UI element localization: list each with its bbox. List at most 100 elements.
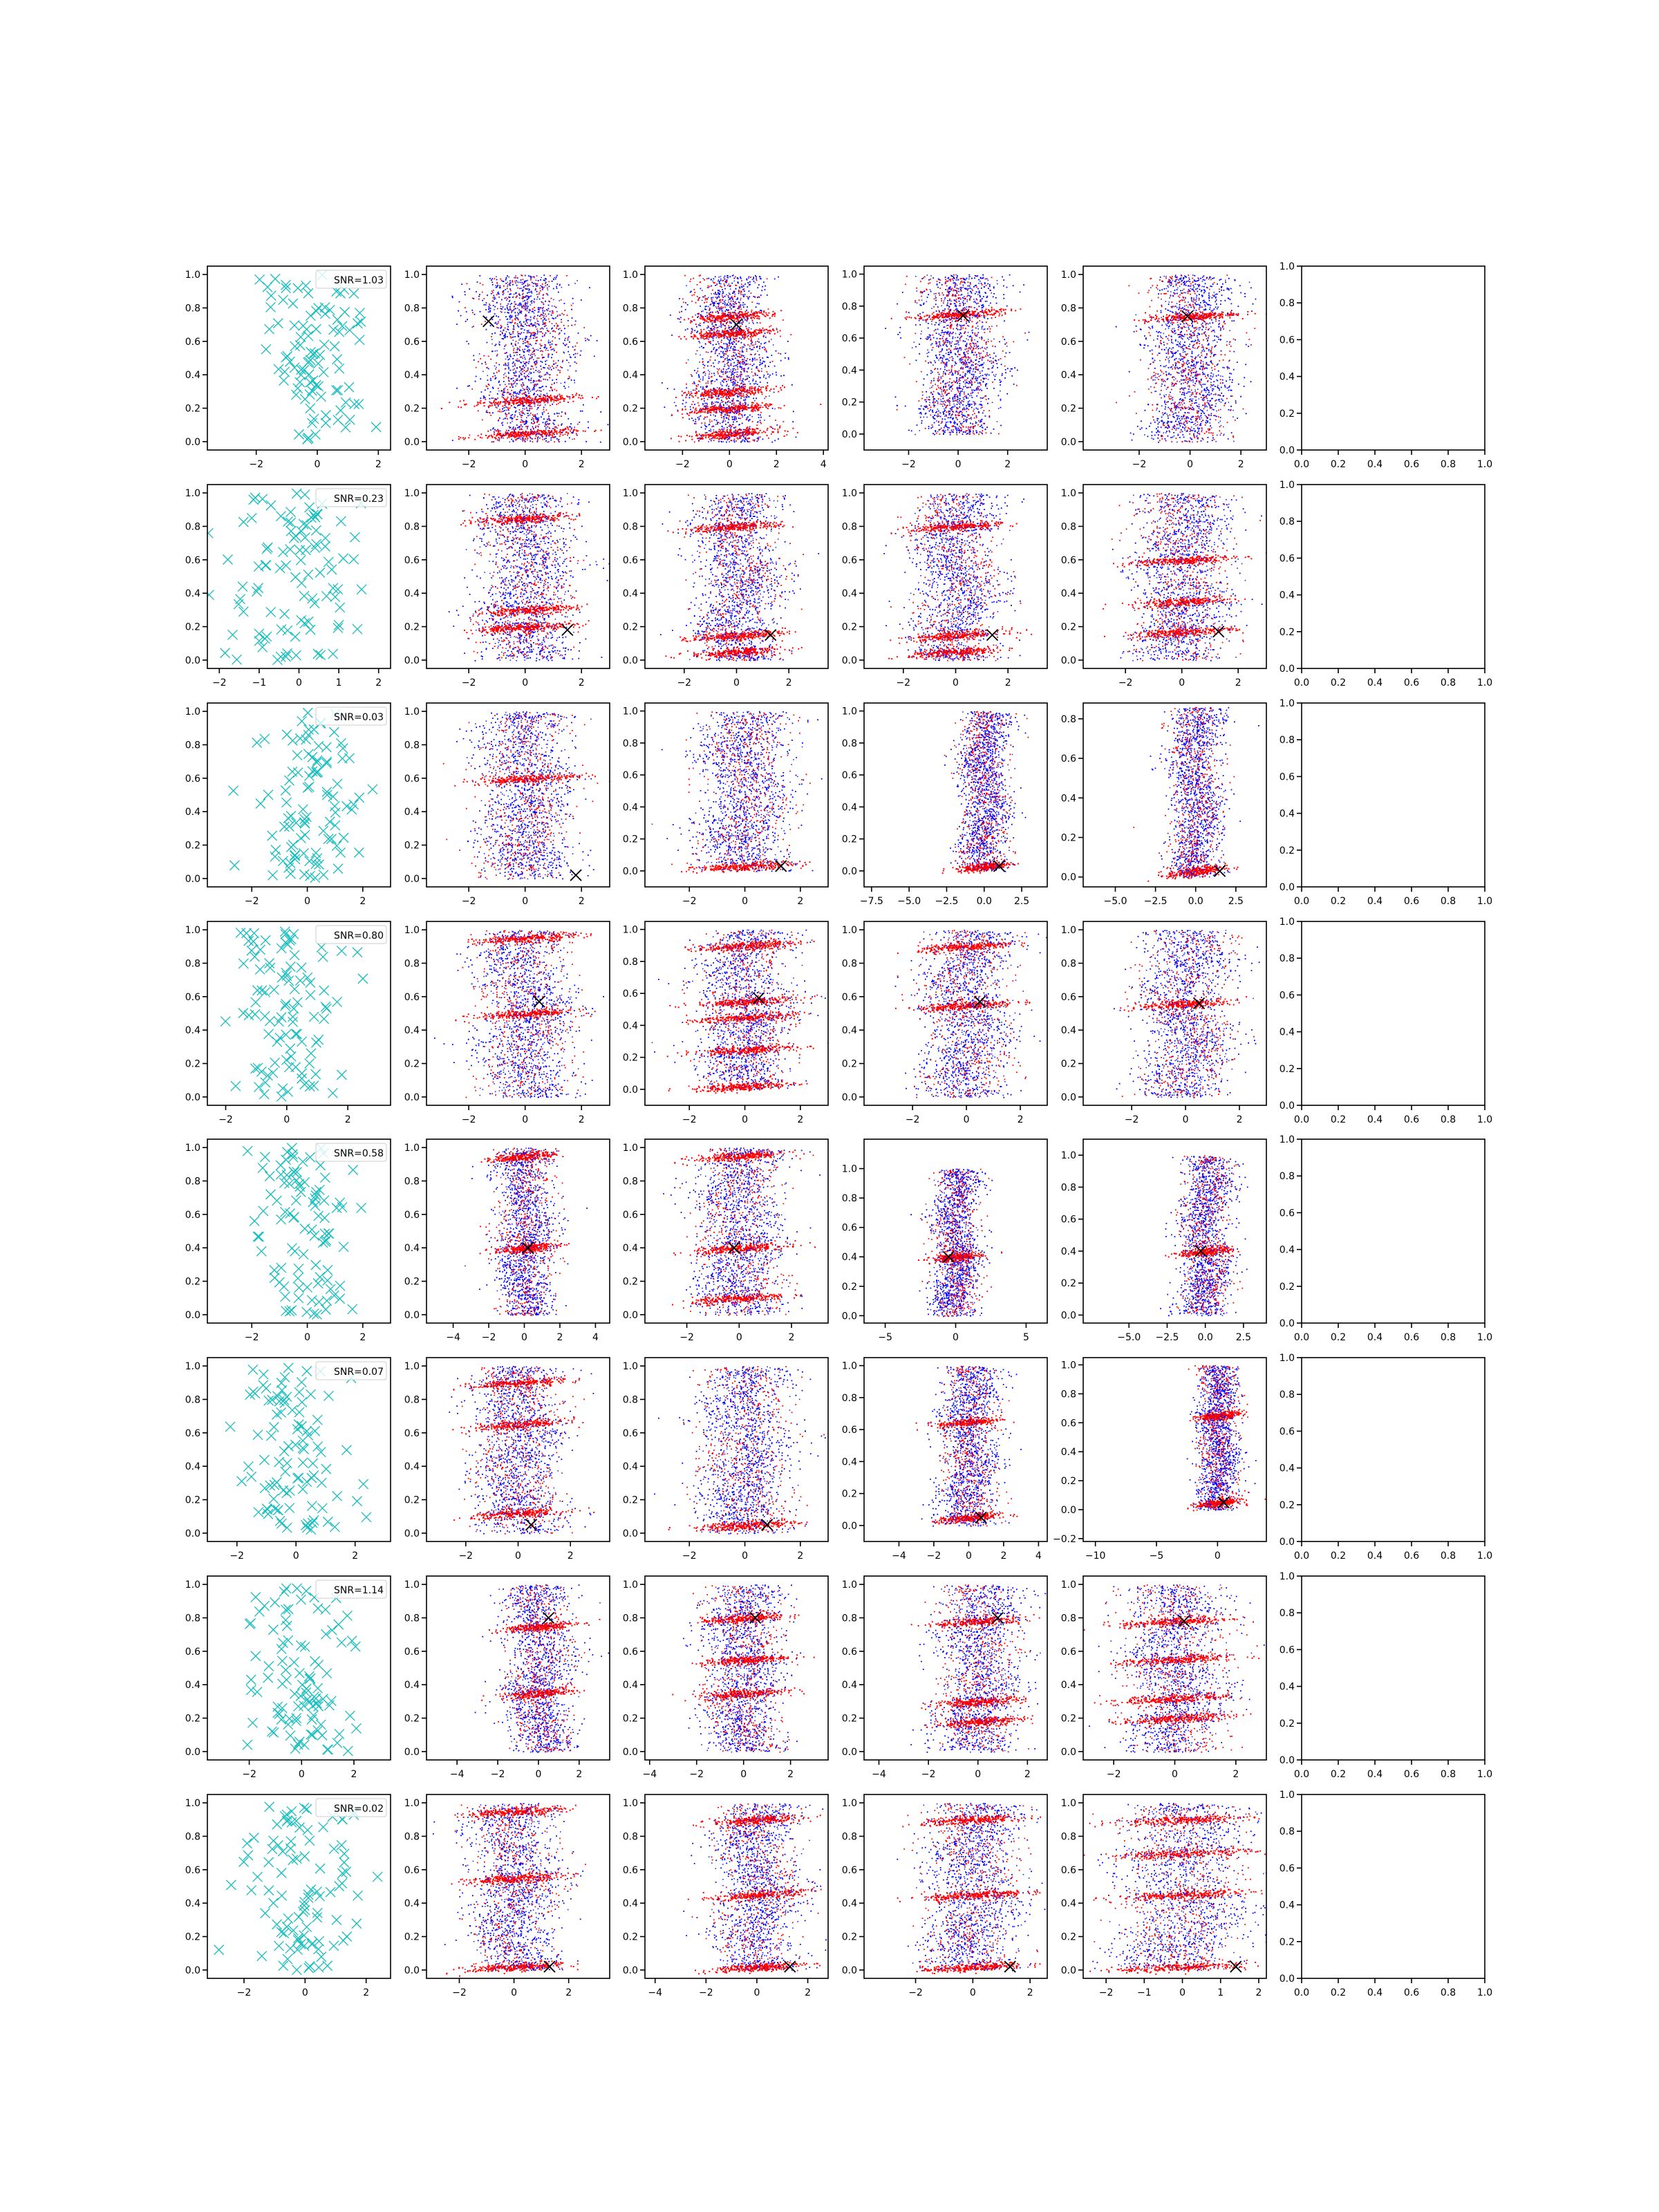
x-tick-label: 1.0	[1477, 677, 1492, 688]
x-tick-label: −2	[458, 1550, 473, 1562]
x-tick-label: 0	[970, 1987, 976, 1998]
posterior-scatter-panel: −2 0 2 0.0 0.2 0.4 0.6 0.8 1.0	[623, 484, 829, 688]
data-point	[252, 1430, 263, 1441]
y-tick-label: 0.8	[185, 521, 200, 532]
data-point	[292, 1935, 303, 1946]
data-point	[256, 1246, 267, 1257]
x-tick-label: 0	[521, 1332, 527, 1343]
axes-frame	[1082, 1575, 1267, 1761]
true-value-marker	[784, 1960, 796, 1973]
x-tick-label: 2	[1238, 459, 1244, 470]
y-tick-label: 0.4	[1061, 1680, 1076, 1691]
data-point	[350, 1723, 362, 1734]
y-tick-label: 0.6	[842, 1865, 857, 1876]
scatter-marks	[207, 488, 367, 666]
y-tick-label: 0.2	[404, 1277, 420, 1288]
data-point	[293, 1701, 304, 1712]
x-tick-label: 0.2	[1331, 677, 1346, 688]
y-tick-label: 0.0	[842, 1521, 857, 1532]
scatter-marks	[440, 274, 609, 443]
y-tick-label: 0.2	[623, 834, 638, 845]
y-tick-label: 1.0	[842, 270, 857, 281]
data-point	[340, 422, 351, 433]
x-tick-label: −2	[921, 1769, 936, 1780]
data-point	[311, 306, 321, 317]
data-point	[293, 1293, 304, 1304]
y-tick-label: 0.6	[404, 992, 420, 1003]
x-tick-label: −5.0	[1103, 896, 1127, 907]
data-point	[294, 1822, 305, 1833]
panel-grid: −2 0 2 0.0 0.2 0.4 0.6 0.8 1.0 SNR=1.03 −2 0 2 0.0 0.2…	[185, 261, 1492, 1998]
y-tick-label: 0.2	[185, 1932, 200, 1943]
y-tick-label: 0.4	[623, 1680, 638, 1691]
true-value-marker	[1217, 1496, 1230, 1509]
y-tick-label: 1.0	[185, 488, 200, 499]
y-tick-label: 1.0	[1280, 1571, 1295, 1582]
y-tick-label: 0.8	[623, 303, 638, 314]
y-tick-label: 0.4	[404, 807, 420, 818]
y-tick-label: 0.4	[1061, 1025, 1076, 1036]
data-point	[301, 1282, 312, 1293]
data-point	[283, 1719, 294, 1730]
y-tick-label: 0.2	[842, 622, 857, 633]
data-point	[275, 651, 286, 662]
data-point	[220, 1016, 231, 1027]
x-tick-label: −2	[229, 1550, 244, 1562]
data-point	[214, 1944, 225, 1956]
red-points	[1133, 706, 1239, 882]
y-tick-label: 0.6	[623, 337, 638, 348]
data-point	[252, 1062, 263, 1074]
data-point	[259, 1089, 270, 1100]
data-point	[317, 951, 328, 962]
axes-frame	[207, 1794, 391, 1979]
x-tick-label: 2	[576, 1769, 582, 1780]
data-point	[321, 756, 332, 767]
data-point	[306, 1389, 316, 1400]
data-point	[287, 735, 298, 746]
data-point	[306, 1501, 317, 1512]
data-point	[283, 1362, 294, 1374]
y-tick-label: 0.2	[1061, 1278, 1076, 1289]
y-tick-label: 0.0	[1061, 1310, 1076, 1321]
data-point	[299, 590, 310, 601]
x-tick-label: 2	[1018, 1114, 1024, 1125]
data-point	[303, 1430, 314, 1441]
data-point	[319, 308, 330, 319]
data-point	[310, 859, 321, 870]
data-point	[325, 1886, 336, 1897]
x-tick-label: 0.2	[1331, 1332, 1346, 1343]
data-point	[318, 870, 329, 881]
y-tick-label: 1.0	[623, 1361, 638, 1372]
data-point	[323, 834, 334, 845]
data-point	[238, 516, 249, 527]
y-tick-label: 0.0	[1280, 1974, 1295, 1985]
data-point	[227, 629, 238, 640]
data-point	[256, 1951, 268, 1962]
data-point	[245, 1618, 256, 1629]
y-tick-label: 1.0	[1280, 1134, 1295, 1145]
y-tick-label: 0.8	[404, 1613, 420, 1624]
data-point	[335, 602, 346, 613]
blue-points	[910, 1168, 993, 1318]
snr-scatter-panel: −2 −1 0 1 2 0.0 0.2 0.4 0.6 0.8 1.0 SNR=0.23	[185, 484, 391, 688]
data-point	[297, 1397, 308, 1407]
x-tick-label: 2	[375, 459, 382, 470]
axes-frame	[207, 702, 391, 888]
data-point	[207, 527, 214, 538]
legend: SNR=0.80	[315, 925, 387, 944]
data-point	[251, 586, 262, 597]
data-point	[253, 1507, 264, 1518]
y-tick-label: 0.2	[842, 1282, 857, 1293]
data-point	[297, 1457, 308, 1468]
data-point	[356, 584, 367, 595]
snr-scatter-panel: −2 0 2 0.0 0.2 0.4 0.6 0.8 1.0 SNR=0.07	[185, 1357, 391, 1562]
x-tick-label: 0	[1187, 459, 1193, 470]
data-point	[308, 1710, 319, 1721]
data-point	[312, 1912, 323, 1923]
data-point	[334, 363, 345, 374]
data-point	[303, 1962, 315, 1974]
panel-row: −2 0 2 0.0 0.2 0.4 0.6 0.8 1.0 SNR=0.03 −2 0 2 0.0 0.2…	[185, 698, 1492, 907]
x-tick-label: 0	[293, 1550, 299, 1562]
y-tick-label: 0.6	[1280, 1863, 1295, 1874]
data-point	[283, 975, 294, 986]
